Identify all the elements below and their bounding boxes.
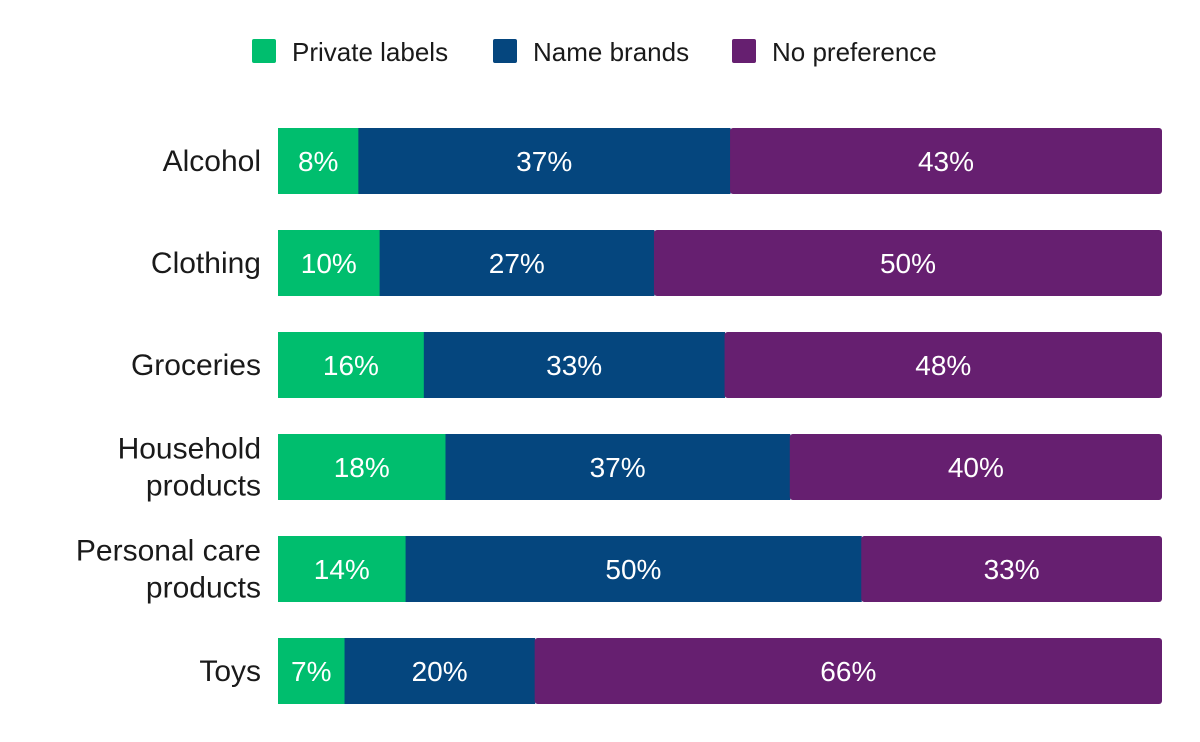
bar-segment-private-labels-clothing (278, 230, 381, 296)
data-label-no-preference-personal-care-products: 33% (984, 554, 1040, 585)
data-label-private-labels-toys: 7% (291, 656, 331, 687)
data-label-name-brands-personal-care-products: 50% (605, 554, 661, 585)
plot-area: Alcohol 8% 37% 43% Clothing 10% 27% 50% Grocerie… (76, 128, 1162, 704)
data-label-private-labels-personal-care-products: 14% (314, 554, 370, 585)
data-label-private-labels-household-products: 18% (334, 452, 390, 483)
bar-segment-name-brands-clothing (379, 230, 655, 296)
data-label-private-labels-alcohol: 8% (298, 146, 338, 177)
data-label-private-labels-groceries: 16% (323, 350, 379, 381)
bar-segment-no-preference-alcohol (730, 128, 1162, 194)
bar-segment-no-preference-groceries (724, 332, 1162, 398)
legend-swatch-name-brands (493, 39, 517, 63)
bar-segment-no-preference-household-products (789, 434, 1162, 500)
bar-segment-name-brands-household-products (445, 434, 791, 500)
legend-swatch-private-labels (252, 39, 276, 63)
data-label-name-brands-household-products: 37% (590, 452, 646, 483)
legend-label-name-brands: Name brands (533, 37, 689, 67)
bar-segment-private-labels-groceries (278, 332, 425, 398)
legend: Private labels Name brands No preference (252, 37, 937, 67)
data-label-no-preference-household-products: 40% (948, 452, 1004, 483)
bar-segment-no-preference-personal-care-products (861, 536, 1162, 602)
bar-segment-name-brands-personal-care-products (405, 536, 862, 602)
legend-label-no-preference: No preference (772, 37, 937, 67)
data-label-no-preference-groceries: 48% (915, 350, 971, 381)
bar-segment-private-labels-alcohol (278, 128, 359, 194)
category-label-household-products: Household products (118, 433, 261, 503)
legend-swatch-no-preference (732, 39, 756, 63)
category-label-toys: Toys (199, 655, 261, 688)
bar-segment-name-brands-groceries (423, 332, 726, 398)
bar-segment-no-preference-toys (534, 638, 1162, 704)
data-label-no-preference-clothing: 50% (880, 248, 936, 279)
data-label-no-preference-alcohol: 43% (918, 146, 974, 177)
data-label-name-brands-alcohol: 37% (516, 146, 572, 177)
bar-segment-private-labels-household-products (278, 434, 446, 500)
bar-segment-private-labels-toys (278, 638, 346, 704)
data-label-name-brands-clothing: 27% (489, 248, 545, 279)
bar-segment-private-labels-personal-care-products (278, 536, 407, 602)
legend-label-private-labels: Private labels (292, 37, 448, 67)
data-label-private-labels-clothing: 10% (301, 248, 357, 279)
category-label-personal-care-products: Personal care products (76, 535, 261, 605)
bar-segment-name-brands-alcohol (358, 128, 731, 194)
category-label-groceries: Groceries (131, 349, 261, 382)
data-label-name-brands-toys: 20% (412, 656, 468, 687)
data-label-no-preference-toys: 66% (820, 656, 876, 687)
category-label-alcohol: Alcohol (163, 145, 261, 178)
category-label-clothing: Clothing (151, 247, 261, 280)
data-label-name-brands-groceries: 33% (546, 350, 602, 381)
bar-segment-no-preference-clothing (653, 230, 1162, 296)
bar-segment-name-brands-toys (344, 638, 536, 704)
